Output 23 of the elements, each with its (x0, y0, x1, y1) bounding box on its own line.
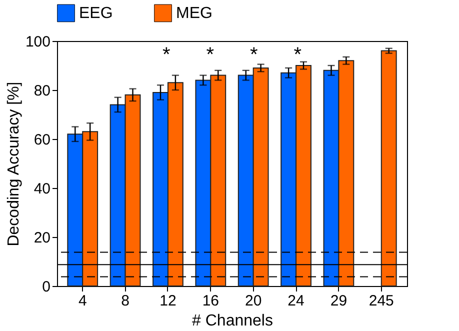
bar (380, 50, 397, 286)
y-tick-label: 100 (25, 34, 50, 50)
y-tick-label: 40 (34, 180, 50, 198)
annotation: * (294, 44, 302, 66)
legend-label: MEG (176, 5, 212, 22)
x-tick-label: 8 (121, 292, 130, 310)
x-tick-label: 20 (245, 292, 262, 310)
annotation: * (162, 44, 170, 66)
x-tick-label: 245 (368, 292, 394, 310)
y-tick-label: 60 (34, 132, 50, 148)
x-tick-label: 4 (78, 292, 87, 310)
y-tick-label: 80 (34, 82, 50, 100)
x-tick-label: 24 (288, 292, 304, 310)
y-axis-title: Decoding Accuracy [%] (5, 82, 22, 246)
annotation: * (206, 44, 214, 66)
annotation: * (250, 44, 258, 66)
x-tick-label: 12 (160, 292, 176, 310)
x-tick-label: 16 (202, 292, 219, 310)
x-tick-label: 29 (330, 292, 348, 310)
y-tick-label: 0 (42, 278, 50, 296)
legend-label: EEG (79, 5, 113, 22)
x-axis-title: # Channels (192, 312, 273, 330)
y-tick-label: 20 (34, 230, 50, 246)
